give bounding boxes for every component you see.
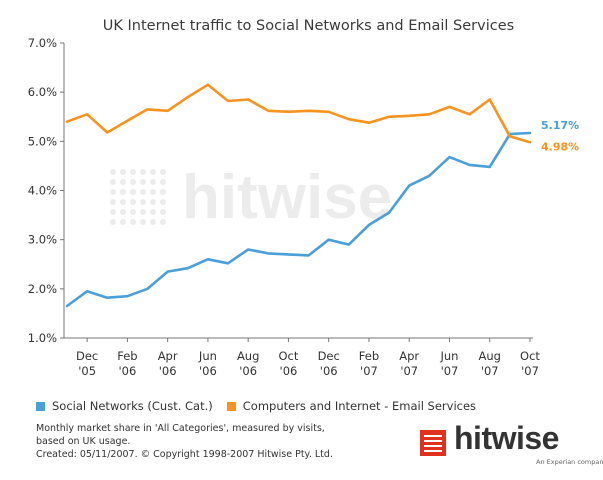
- x-tick-label-year: '06: [159, 364, 177, 378]
- watermark-dot: [120, 209, 126, 215]
- x-tick-label-year: '07: [481, 364, 499, 378]
- note-line-1: Monthly market share in 'All Categories'…: [36, 423, 325, 434]
- watermark-dot: [140, 169, 146, 175]
- source-note: Monthly market share in 'All Categories'…: [36, 422, 416, 461]
- legend-swatch-social: [36, 401, 45, 411]
- chart-svg: UK Internet traffic to Social Networks a…: [28, 18, 579, 378]
- end-label-social: 5.17%: [541, 119, 579, 132]
- watermark-dot: [120, 189, 126, 195]
- watermark-dot: [160, 169, 166, 175]
- x-tick-label-year: '05: [78, 364, 96, 378]
- watermark-dot: [140, 189, 146, 195]
- legend-swatch-email: [226, 401, 236, 411]
- watermark-dot: [150, 219, 156, 225]
- watermark-dot: [110, 199, 116, 205]
- note-line-3: Created: 05/11/2007. © Copyright 1998-20…: [36, 449, 333, 460]
- series-line-social: [65, 131, 532, 308]
- y-tick-label: 5.0%: [28, 134, 57, 148]
- watermark-text: hitwise: [182, 163, 392, 232]
- watermark-dot: [120, 179, 126, 185]
- x-tick-label-year: '07: [360, 364, 378, 378]
- watermark-dot: [150, 189, 156, 195]
- x-tick-label-month: Dec: [318, 349, 340, 363]
- watermark-dot: [110, 179, 116, 185]
- y-tick-label: 7.0%: [28, 36, 57, 50]
- watermark-dot: [160, 209, 166, 215]
- logo-wordmark: hitwise: [454, 420, 559, 456]
- watermark-dot: [150, 169, 156, 175]
- watermark-dot: [160, 189, 166, 195]
- x-tick-label-year: '07: [400, 364, 418, 378]
- legend-label-social: Social Networks (Cust. Cat.): [52, 399, 213, 413]
- x-tick-label-year: '07: [521, 364, 539, 378]
- x-tick-label-year: '06: [199, 364, 217, 378]
- watermark-dot: [160, 179, 166, 185]
- y-tick-label: 6.0%: [28, 85, 57, 99]
- legend: Social Networks (Cust. Cat.) Computers a…: [36, 399, 596, 413]
- watermark-dot: [160, 199, 166, 205]
- legend-item-email: Computers and Internet - Email Services: [226, 399, 477, 413]
- x-tick-label-month: Apr: [158, 349, 178, 363]
- watermark-dot: [150, 199, 156, 205]
- x-tick-label-month: Dec: [76, 349, 98, 363]
- x-tick-label-year: '06: [118, 364, 136, 378]
- x-tick-label-year: '06: [239, 364, 257, 378]
- watermark-dot: [130, 169, 136, 175]
- watermark-dot: [110, 209, 116, 215]
- x-tick-label-month: Jun: [439, 349, 458, 363]
- x-tick-label-month: Aug: [479, 349, 501, 363]
- x-tick-label-month: Oct: [520, 349, 540, 363]
- logo-mark-icon: [420, 430, 446, 456]
- y-tick-label: 3.0%: [28, 233, 57, 247]
- watermark-dot: [120, 219, 126, 225]
- x-tick-label-month: Aug: [237, 349, 259, 363]
- note-line-2: based on UK usage.: [36, 436, 131, 447]
- watermark-dot: [130, 209, 136, 215]
- x-tick-label-month: Oct: [278, 349, 298, 363]
- y-tick-label: 2.0%: [28, 282, 57, 296]
- logo-subtitle: An Experian company: [536, 458, 603, 466]
- chart-title: UK Internet traffic to Social Networks a…: [103, 18, 514, 34]
- watermark-dot: [130, 179, 136, 185]
- watermark-dot: [140, 199, 146, 205]
- end-label-email: 4.98%: [541, 140, 579, 153]
- watermark-dot: [150, 209, 156, 215]
- x-tick-label-month: Apr: [399, 349, 419, 363]
- watermark-dot: [110, 219, 116, 225]
- y-tick-label: 4.0%: [28, 184, 57, 198]
- x-tick-label-year: '07: [441, 364, 459, 378]
- x-tick-label-month: Feb: [359, 349, 379, 363]
- watermark-dot: [130, 189, 136, 195]
- legend-item-social: Social Networks (Cust. Cat.): [36, 399, 213, 413]
- legend-label-email: Computers and Internet - Email Services: [242, 399, 477, 413]
- x-tick-label-month: Feb: [117, 349, 137, 363]
- watermark-dot: [120, 169, 126, 175]
- x-tick-label-year: '06: [320, 364, 338, 378]
- watermark-dot: [140, 179, 146, 185]
- y-tick-label: 1.0%: [28, 331, 57, 345]
- hitwise-logo: hitwise An Experian company: [420, 420, 603, 472]
- watermark-dot: [150, 179, 156, 185]
- x-tick-label-year: '06: [280, 364, 298, 378]
- watermark-dot: [140, 209, 146, 215]
- x-tick-label-month: Jun: [198, 349, 217, 363]
- watermark-dot: [140, 219, 146, 225]
- watermark-dot: [110, 169, 116, 175]
- watermark-dot: [130, 219, 136, 225]
- watermark-dot: [130, 199, 136, 205]
- watermark-dot: [160, 219, 166, 225]
- watermark-dot: [110, 189, 116, 195]
- series-line-email: [65, 83, 532, 144]
- watermark-dot: [120, 199, 126, 205]
